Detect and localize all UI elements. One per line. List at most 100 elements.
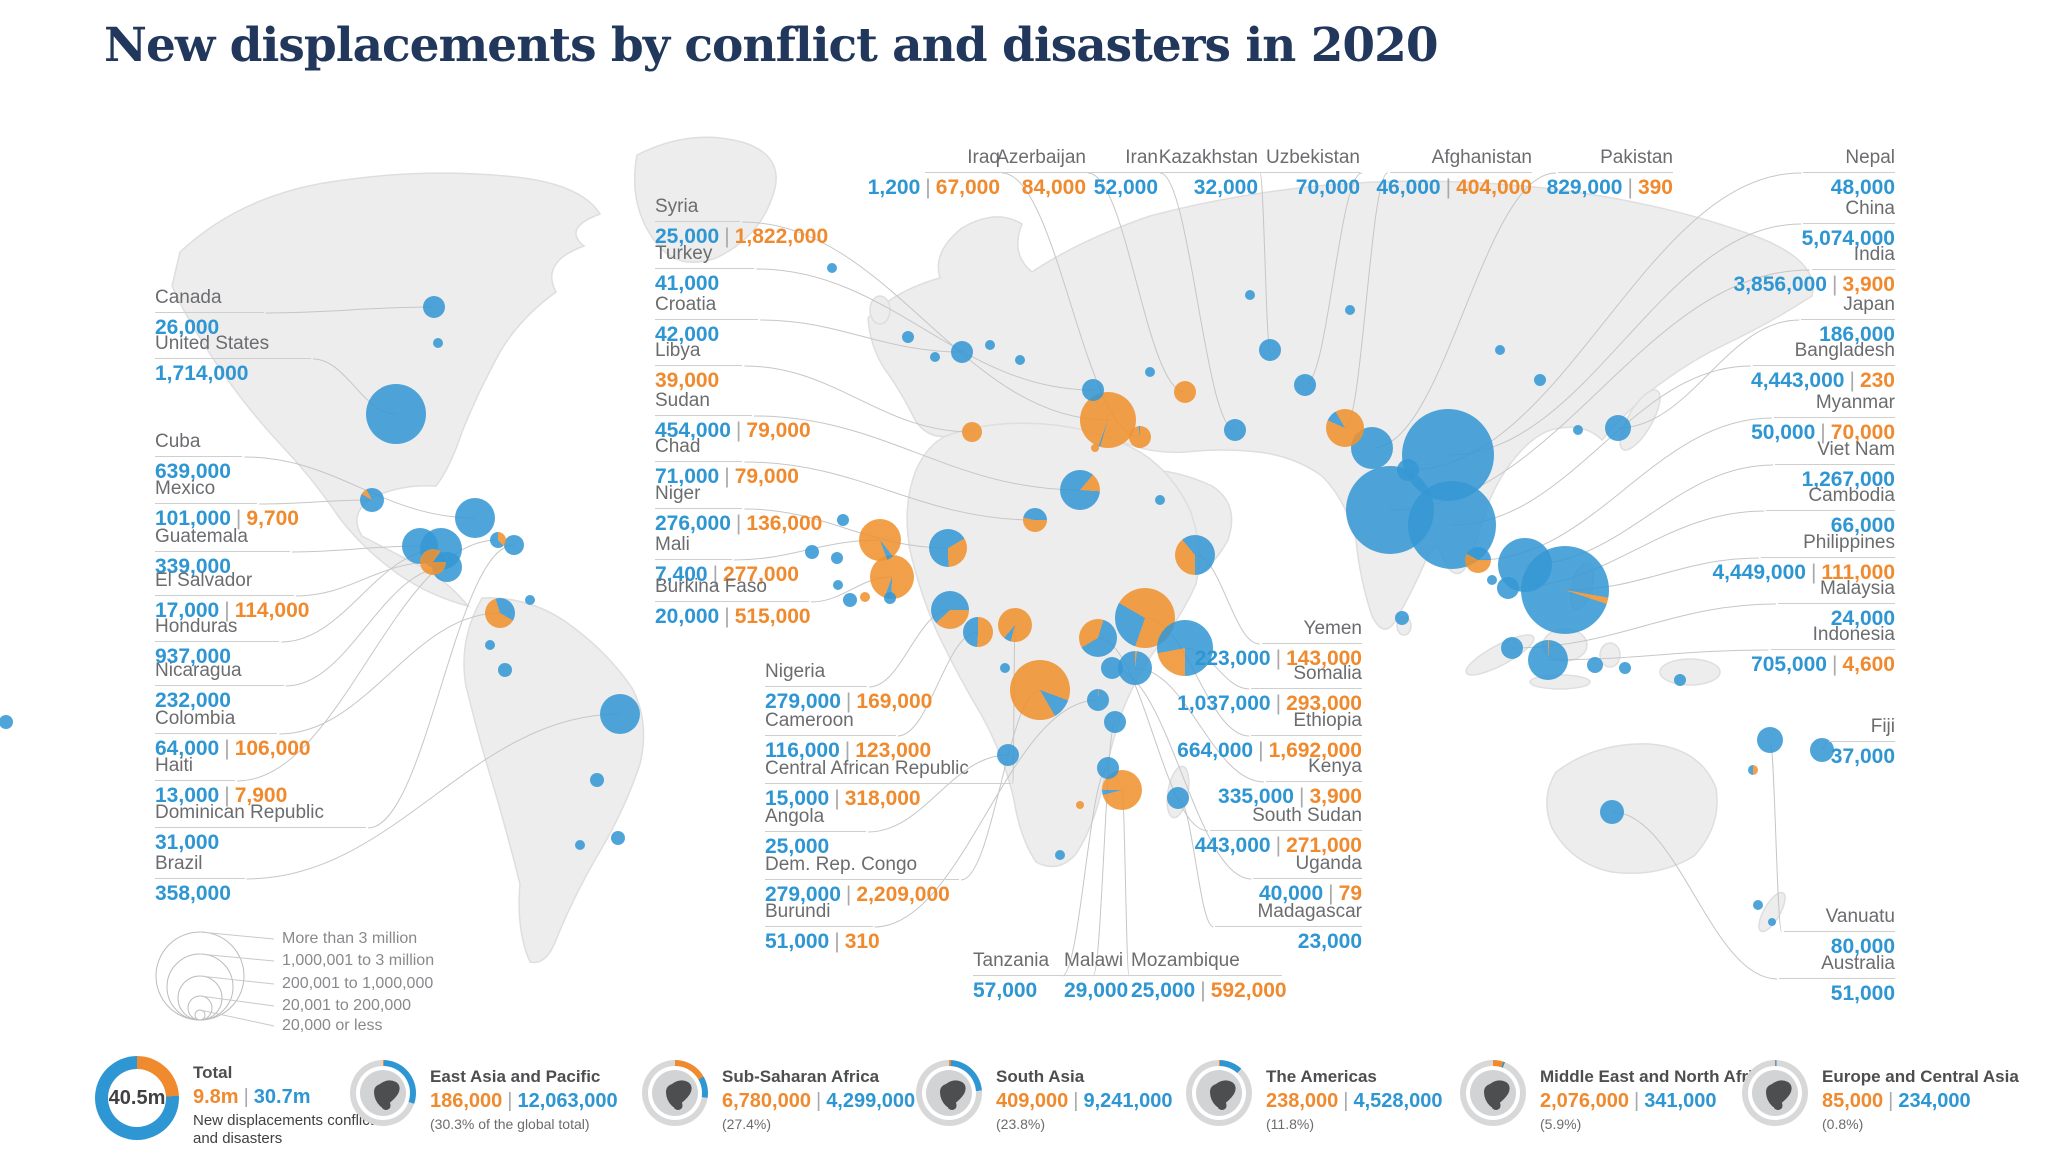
country-name: Uganda [1253, 854, 1362, 879]
conflict-value: 1,822,000 [734, 224, 829, 248]
country-name: Burundi [765, 902, 873, 927]
value-separator: | [507, 1090, 513, 1113]
country-values: 84,000 [954, 176, 1086, 199]
country-label: Guatemala 339,000 [155, 527, 290, 578]
country-name: Yemen [1261, 619, 1362, 644]
disasters-value: 279,000 [765, 689, 841, 713]
disasters-value: 1,200 [867, 175, 921, 199]
disasters-value: 66,000 [1830, 513, 1895, 537]
value-separator: | [724, 224, 730, 248]
leader-line [1121, 789, 1130, 977]
globe-icon [1470, 1070, 1516, 1116]
globe-icon [1752, 1070, 1798, 1116]
country-label: Angola 25,000 [765, 807, 867, 858]
value-separator: | [815, 1090, 822, 1113]
country-values: 39,000 [655, 369, 742, 392]
value-separator: | [1831, 652, 1838, 676]
region-values: 2,076,000 | 341,000 [1540, 1089, 1772, 1114]
country-values: 829,000 | 390 [1546, 175, 1673, 199]
total-donut: 40.5m [95, 1056, 179, 1140]
disasters-value: 664,000 [1177, 738, 1254, 762]
country-values: 443,000 | 271,000 [1195, 834, 1362, 857]
country-label: Libya 39,000 [655, 341, 743, 392]
region-name: South Asia [996, 1067, 1085, 1086]
conflict-value: 79,000 [746, 418, 811, 442]
country-label: Syria 25,000 | 1,822,000 [655, 197, 828, 248]
leader-line [868, 754, 1009, 833]
leader-line [259, 499, 373, 505]
country-bubble [1465, 547, 1491, 573]
country-name: Cambodia [1766, 486, 1895, 511]
country-bubble [455, 498, 495, 538]
disasters-value: 31,000 [155, 830, 220, 854]
country-values: 223,000 | 143,000 [1195, 647, 1362, 670]
country-bubble [962, 422, 982, 442]
leader-line [367, 544, 515, 829]
leader-line [291, 545, 421, 553]
country-values: 358,000 [155, 882, 245, 905]
region-disasters-value: 4,528,000 [1353, 1090, 1443, 1113]
region-share: (0.8%) [1822, 1116, 1864, 1133]
country-name: Niger [655, 484, 743, 509]
country-name: Afghanistan [1389, 148, 1532, 173]
value-separator: | [224, 598, 230, 622]
total-values: 9.8m | 30.7m [193, 1085, 403, 1110]
value-separator: | [1275, 691, 1282, 715]
disasters-value: 50,000 [1751, 420, 1816, 444]
value-separator: | [724, 464, 730, 488]
country-bubble [575, 840, 585, 850]
landmass-uk [869, 295, 891, 325]
country-name: Myanmar [1773, 393, 1895, 418]
size-legend-circle [194, 1009, 206, 1021]
leader-line [1371, 172, 1557, 449]
size-legend-label: More than 3 million [282, 930, 418, 947]
country-bubble [1345, 305, 1355, 315]
leader-line [744, 461, 1036, 521]
conflict-value: 230 [1859, 368, 1895, 392]
disasters-value: 639,000 [155, 459, 231, 483]
country-bubble [1010, 660, 1070, 720]
country-name: South Sudan [1210, 806, 1362, 831]
disasters-value: 829,000 [1546, 175, 1623, 199]
country-label: Haiti 13,000 | 7,900 [155, 756, 287, 807]
country-label: Dem. Rep. Congo 279,000 | 2,209,000 [765, 855, 960, 906]
country-label: Indonesia 705,000 | 4,600 [1751, 625, 1895, 676]
disasters-value: 25,000 [1131, 978, 1196, 1002]
country-label: Mali 7,400 | 277,000 [655, 535, 799, 586]
country-label: Honduras 937,000 [155, 617, 280, 668]
region-ring [350, 1060, 416, 1126]
disasters-value: 70,000 [1295, 175, 1360, 199]
country-bubble [1079, 619, 1117, 657]
region-share: (27.4%) [722, 1116, 772, 1133]
country-label: Nigeria 279,000 | 169,000 [765, 662, 932, 713]
country-values: 32,000 [1117, 176, 1258, 199]
country-label: Pakistan 829,000 | 390 [1547, 148, 1673, 199]
disasters-value: 232,000 [155, 688, 231, 712]
disasters-value: 101,000 [155, 506, 231, 530]
conflict-value: 515,000 [734, 604, 811, 628]
country-values: 66,000 [1766, 513, 1895, 537]
globe-icon [926, 1070, 972, 1116]
country-bubble [1619, 662, 1631, 674]
region-disasters-value: 234,000 [1898, 1090, 1971, 1113]
value-separator: | [1298, 784, 1305, 808]
conflict-value: 123,000 [855, 738, 932, 762]
country-values: 101,000 | 9,700 [155, 506, 299, 530]
country-label: Burkina Faso 20,000 | 515,000 [655, 577, 811, 628]
region-item: South Asia 409,000 | 9,241,000 (23.8%) [916, 1060, 1172, 1134]
leader-line [246, 713, 621, 880]
size-legend-circle [187, 995, 213, 1021]
country-bubble [1023, 508, 1047, 532]
country-bubble [1748, 765, 1758, 775]
country-values: 50,000 | 70,000 [1751, 420, 1895, 444]
country-name: Viet Nam [1775, 440, 1895, 465]
country-label: United States 1,714,000 [155, 334, 312, 385]
country-name: Madagascar [1215, 902, 1362, 927]
region-name: The Americas [1266, 1067, 1377, 1086]
country-name: Malawi [1064, 951, 1166, 976]
country-values: 48,000 [1803, 176, 1895, 199]
country-values: 25,000 | 592,000 [1131, 978, 1287, 1002]
size-legend-label: 1,000,001 to 3 million [282, 952, 435, 969]
